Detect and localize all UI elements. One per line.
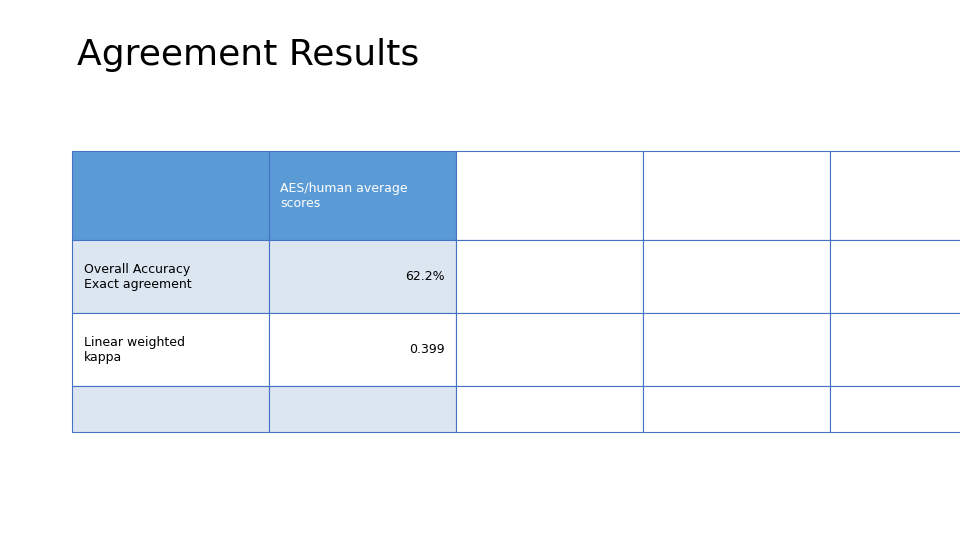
FancyBboxPatch shape — [72, 240, 269, 313]
FancyBboxPatch shape — [830, 240, 960, 313]
FancyBboxPatch shape — [643, 313, 830, 386]
Text: AES/human average
scores: AES/human average scores — [280, 182, 408, 210]
FancyBboxPatch shape — [456, 313, 643, 386]
FancyBboxPatch shape — [72, 151, 269, 240]
FancyBboxPatch shape — [72, 386, 269, 432]
Text: Overall Accuracy
Exact agreement: Overall Accuracy Exact agreement — [84, 263, 191, 291]
Text: Agreement Results: Agreement Results — [77, 38, 420, 72]
FancyBboxPatch shape — [456, 240, 643, 313]
FancyBboxPatch shape — [269, 313, 456, 386]
FancyBboxPatch shape — [643, 386, 830, 432]
FancyBboxPatch shape — [456, 386, 643, 432]
FancyBboxPatch shape — [643, 240, 830, 313]
FancyBboxPatch shape — [830, 313, 960, 386]
FancyBboxPatch shape — [72, 313, 269, 386]
Text: 0.399: 0.399 — [409, 343, 444, 356]
Text: Linear weighted
kappa: Linear weighted kappa — [84, 336, 184, 363]
FancyBboxPatch shape — [269, 151, 456, 240]
FancyBboxPatch shape — [830, 151, 960, 240]
FancyBboxPatch shape — [830, 386, 960, 432]
Text: 62.2%: 62.2% — [405, 270, 444, 284]
FancyBboxPatch shape — [456, 151, 643, 240]
FancyBboxPatch shape — [643, 151, 830, 240]
FancyBboxPatch shape — [269, 386, 456, 432]
FancyBboxPatch shape — [269, 240, 456, 313]
